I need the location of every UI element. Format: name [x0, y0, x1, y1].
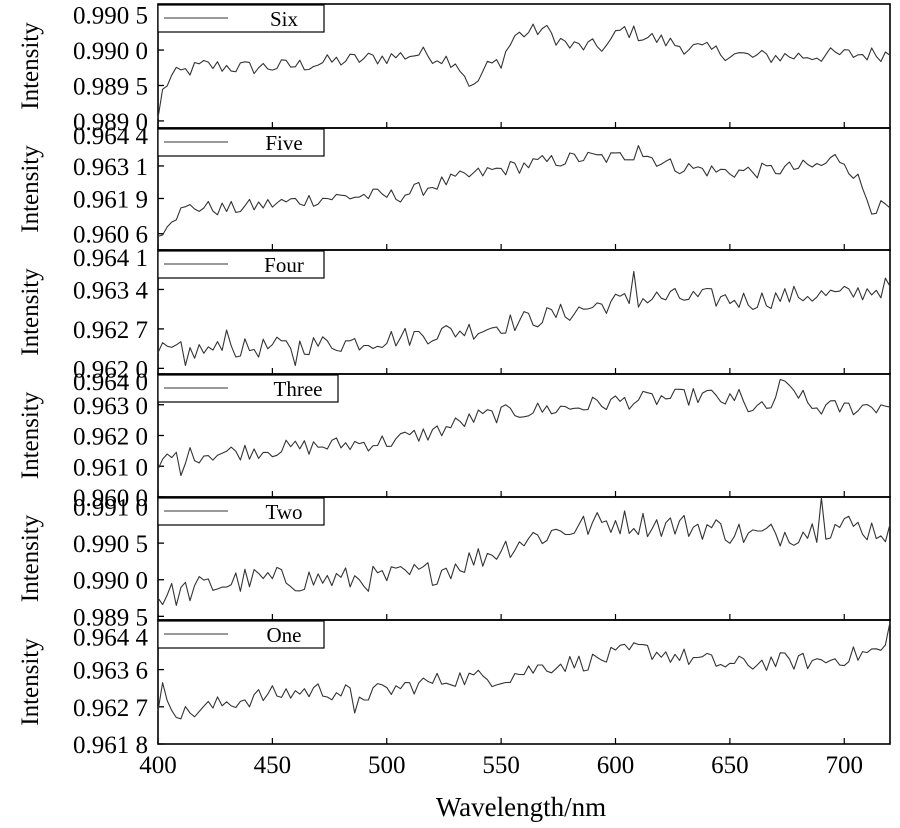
- y-tick-label: 0.991 0: [73, 495, 148, 522]
- legend-label: Four: [264, 253, 304, 277]
- panels-group: 0.989 0 0.989 5 0.990 0 0.990 5 Intensity Six…: [17, 3, 891, 779]
- x-tick-label: 500: [368, 752, 406, 779]
- x-tick-label: 650: [711, 752, 749, 779]
- series-line-one: [157, 621, 891, 720]
- x-tick-label: 450: [254, 752, 292, 779]
- legend-label: Two: [265, 500, 302, 524]
- y-tick-label: 0.961 9: [73, 186, 148, 213]
- y-tick-label: 0.989 0: [73, 109, 148, 136]
- legend-label: Six: [270, 7, 299, 31]
- y-axis-label: Intensity: [17, 145, 44, 233]
- x-tick-label: 550: [482, 752, 520, 779]
- y-tick-label: 0.962 7: [73, 317, 148, 344]
- panel-frame: [157, 619, 891, 745]
- y-tick-label: 0.961 8: [73, 732, 148, 759]
- y-tick-label: 0.960 0: [73, 485, 148, 512]
- y-axis-label: Intensity: [17, 391, 44, 479]
- y-axis-label: Intensity: [17, 22, 44, 110]
- x-tick-label: 600: [597, 752, 635, 779]
- y-tick-label: 0.963 6: [73, 658, 148, 685]
- y-tick-label: 0.990 0: [73, 568, 148, 595]
- y-tick-label: 0.964 1: [73, 245, 148, 272]
- y-axis-label: Intensity: [17, 268, 44, 356]
- y-tick-label: 0.990 0: [73, 38, 148, 65]
- series-line-two: [157, 497, 891, 606]
- y-tick-label: 0.964 4: [73, 625, 149, 652]
- x-axis-label: Wavelength/nm: [436, 792, 606, 822]
- series-line-three: [157, 378, 891, 477]
- y-tick-label: 0.990 5: [73, 3, 148, 30]
- series-line-four: [157, 270, 891, 367]
- y-axis-label: Intensity: [17, 514, 44, 602]
- x-tick-label: 700: [826, 752, 864, 779]
- y-axis-label: Intensity: [17, 638, 44, 726]
- legend-label: Five: [265, 131, 302, 155]
- y-tick-label: 0.962 0: [73, 356, 148, 383]
- series-line-five: [157, 145, 891, 237]
- y-tick-label: 0.990 5: [73, 531, 148, 558]
- y-tick-label: 0.964 4: [73, 123, 149, 150]
- y-tick-label: 0.962 0: [73, 424, 148, 451]
- y-tick-label: 0.963 4: [73, 277, 149, 304]
- x-tick-label: 400: [139, 752, 177, 779]
- y-tick-label: 0.961 0: [73, 454, 148, 481]
- series-line-six: [157, 23, 891, 119]
- y-tick-label: 0.989 5: [73, 604, 148, 631]
- legend-label: Three: [274, 377, 323, 401]
- y-tick-label: 0.963 1: [73, 154, 148, 181]
- y-tick-label: 0.989 5: [73, 73, 148, 100]
- y-tick-label: 0.960 6: [73, 222, 148, 249]
- y-tick-label: 0.963 0: [73, 393, 148, 420]
- legend-label: One: [267, 623, 302, 647]
- y-tick-label: 0.964 0: [73, 369, 148, 396]
- y-tick-label: 0.962 7: [73, 695, 148, 722]
